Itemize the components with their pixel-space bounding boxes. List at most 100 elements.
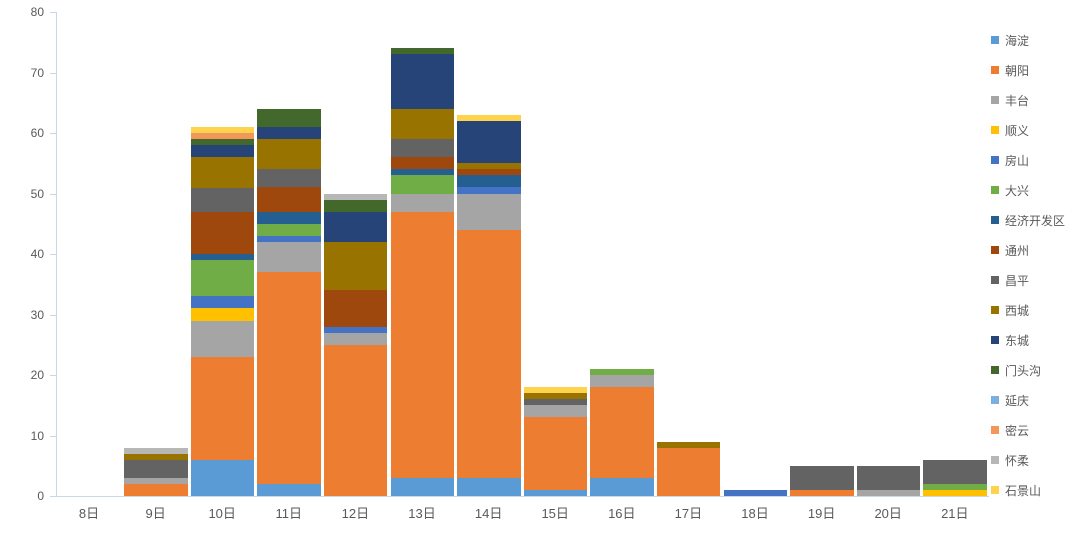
- legend-swatch: [991, 276, 999, 284]
- legend-item-昌平[interactable]: 昌平: [991, 265, 1065, 295]
- bar-segment-通州[interactable]: [457, 169, 521, 176]
- bar-segment-丰台[interactable]: [856, 489, 921, 496]
- bar-segment-西城[interactable]: [457, 163, 521, 170]
- bar-segment-海淀[interactable]: [390, 477, 455, 496]
- bar-segment-西城[interactable]: [190, 157, 255, 188]
- bar-segment-房山[interactable]: [190, 296, 255, 309]
- bar-segment-石景山[interactable]: [190, 127, 255, 134]
- bar-segment-东城[interactable]: [257, 127, 321, 140]
- legend-swatch: [991, 216, 999, 224]
- bar-segment-房山[interactable]: [257, 235, 321, 242]
- bar-segment-门头沟[interactable]: [323, 199, 388, 212]
- bar-segment-海淀[interactable]: [590, 477, 654, 496]
- bar-segment-门头沟[interactable]: [390, 48, 455, 55]
- bar-segment-海淀[interactable]: [457, 477, 521, 496]
- bar-segment-海淀[interactable]: [190, 459, 255, 496]
- legend-item-石景山[interactable]: 石景山: [991, 475, 1065, 505]
- bar-segment-房山[interactable]: [323, 326, 388, 333]
- bar-segment-门头沟[interactable]: [190, 139, 255, 146]
- bar-segment-丰台[interactable]: [257, 241, 321, 273]
- bar-segment-朝阳[interactable]: [257, 272, 321, 484]
- legend-label: 石景山: [1005, 483, 1042, 498]
- bar-segment-朝阳[interactable]: [190, 356, 255, 460]
- legend-item-海淀[interactable]: 海淀: [991, 25, 1065, 55]
- bar-segment-大兴[interactable]: [190, 260, 255, 297]
- bar-segment-昌平[interactable]: [390, 139, 455, 158]
- bar-segment-怀柔[interactable]: [323, 193, 388, 200]
- bar-segment-大兴[interactable]: [923, 483, 987, 490]
- bar-segment-丰台[interactable]: [124, 477, 188, 484]
- bar-segment-经济开发区[interactable]: [190, 254, 255, 261]
- bar-segment-房山[interactable]: [457, 187, 521, 194]
- bar-segment-西城[interactable]: [124, 453, 188, 460]
- bar-segment-朝阳[interactable]: [457, 229, 521, 478]
- bar-segment-海淀[interactable]: [523, 489, 588, 496]
- bar-segment-昌平[interactable]: [257, 169, 321, 188]
- bar-segment-东城[interactable]: [390, 54, 455, 109]
- bar-segment-东城[interactable]: [323, 211, 388, 242]
- legend-item-经济开发区[interactable]: 经济开发区: [991, 205, 1065, 235]
- legend-swatch: [991, 246, 999, 254]
- bar-segment-东城[interactable]: [190, 145, 255, 158]
- legend-item-大兴[interactable]: 大兴: [991, 175, 1065, 205]
- bar-segment-门头沟[interactable]: [257, 108, 321, 127]
- bar-segment-朝阳[interactable]: [523, 417, 588, 490]
- legend-item-顺义[interactable]: 顺义: [991, 115, 1065, 145]
- bar-segment-昌平[interactable]: [523, 399, 588, 406]
- bar-segment-丰台[interactable]: [590, 375, 654, 388]
- bar-segment-通州[interactable]: [257, 187, 321, 212]
- bar-segment-丰台[interactable]: [523, 405, 588, 418]
- bar-segment-大兴[interactable]: [390, 175, 455, 194]
- bar-segment-东城[interactable]: [457, 120, 521, 164]
- bar-segment-丰台[interactable]: [190, 320, 255, 357]
- bar-segment-通州[interactable]: [190, 211, 255, 255]
- legend-label: 通州: [1005, 243, 1030, 258]
- bar-segment-经济开发区[interactable]: [257, 211, 321, 224]
- legend-swatch: [991, 336, 999, 344]
- bar-segment-房山[interactable]: [723, 489, 788, 496]
- bar-segment-大兴[interactable]: [257, 223, 321, 236]
- bar-segment-朝阳[interactable]: [590, 387, 654, 478]
- bar-segment-丰台[interactable]: [390, 193, 455, 212]
- bar-segment-朝阳[interactable]: [323, 344, 388, 496]
- bar-segment-丰台[interactable]: [323, 332, 388, 345]
- bar-segment-昌平[interactable]: [923, 459, 987, 484]
- bar-segment-经济开发区[interactable]: [457, 175, 521, 188]
- bar-segment-西城[interactable]: [656, 441, 721, 448]
- bar-segment-大兴[interactable]: [590, 368, 654, 376]
- legend-item-西城[interactable]: 西城: [991, 295, 1065, 325]
- bar-segment-西城[interactable]: [257, 139, 321, 170]
- bar-segment-朝阳[interactable]: [390, 211, 455, 478]
- bar-segment-西城[interactable]: [323, 241, 388, 291]
- bar-segment-海淀[interactable]: [257, 483, 321, 496]
- bar-segment-朝阳[interactable]: [656, 447, 721, 496]
- bar-segment-密云[interactable]: [190, 133, 255, 140]
- bar-segment-西城[interactable]: [390, 108, 455, 140]
- bar-segment-西城[interactable]: [523, 393, 588, 400]
- bar-segment-通州[interactable]: [323, 290, 388, 327]
- bar-segment-通州[interactable]: [390, 157, 455, 170]
- legend-item-怀柔[interactable]: 怀柔: [991, 445, 1065, 475]
- legend-item-东城[interactable]: 东城: [991, 325, 1065, 355]
- legend-item-延庆[interactable]: 延庆: [991, 385, 1065, 415]
- bar-segment-昌平[interactable]: [190, 187, 255, 212]
- y-tick-label: 10: [30, 428, 44, 443]
- legend-item-房山[interactable]: 房山: [991, 145, 1065, 175]
- bar-segment-石景山[interactable]: [523, 387, 588, 394]
- bar-segment-昌平[interactable]: [856, 465, 921, 490]
- legend-item-密云[interactable]: 密云: [991, 415, 1065, 445]
- bar-segment-丰台[interactable]: [457, 193, 521, 230]
- legend-item-丰台[interactable]: 丰台: [991, 85, 1065, 115]
- bar-segment-石景山[interactable]: [457, 114, 521, 121]
- bar-segment-经济开发区[interactable]: [390, 169, 455, 176]
- legend-item-朝阳[interactable]: 朝阳: [991, 55, 1065, 85]
- bar-segment-顺义[interactable]: [190, 308, 255, 321]
- bar-segment-朝阳[interactable]: [124, 483, 188, 496]
- bar-segment-昌平[interactable]: [124, 459, 188, 478]
- legend-item-门头沟[interactable]: 门头沟: [991, 355, 1065, 385]
- bar-segment-朝阳[interactable]: [790, 489, 854, 496]
- bar-segment-顺义[interactable]: [923, 489, 987, 496]
- bar-segment-昌平[interactable]: [790, 465, 854, 490]
- legend-item-通州[interactable]: 通州: [991, 235, 1065, 265]
- bar-segment-怀柔[interactable]: [124, 447, 188, 454]
